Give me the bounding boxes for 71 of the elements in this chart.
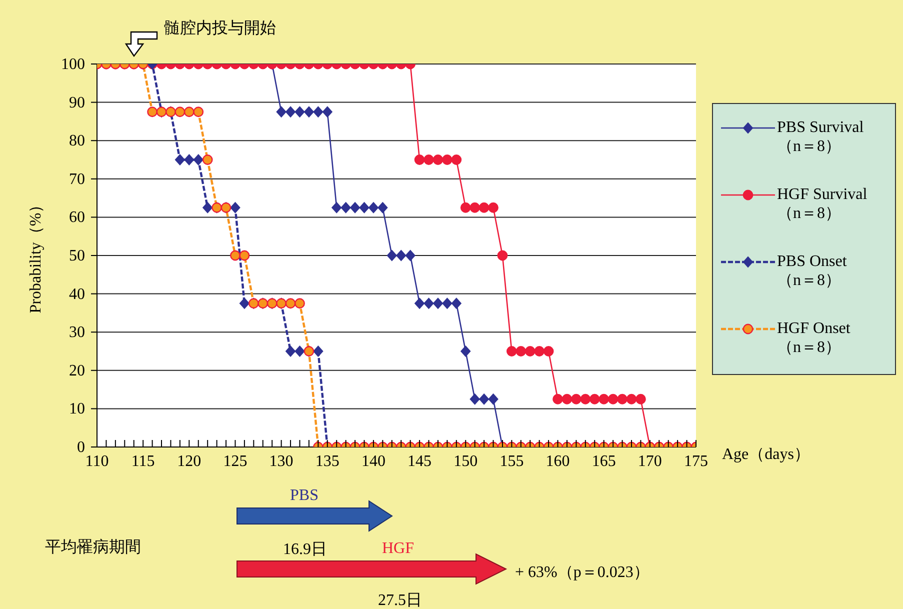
legend-label: HGF Onset （n＝8） [777,319,850,357]
point [286,346,296,357]
point [276,106,286,118]
x-tick-label: 165 [592,453,616,470]
x-tick-label: 110 [85,453,109,470]
x-tick-label: 120 [177,453,202,470]
point [230,202,240,214]
point [340,202,351,214]
point [460,346,471,357]
y-tick-label: 40 [69,286,85,303]
y-tick-label: 100 [61,56,85,73]
y-axis-title: Probability（%） [26,196,46,314]
point [286,106,296,118]
point [332,202,342,214]
point [193,154,204,166]
point [414,298,425,309]
y-tick-label: 10 [69,400,85,418]
x-tick-label: 130 [269,453,294,470]
point [304,106,314,118]
point [294,106,305,118]
x-tick-label: 140 [361,453,386,470]
point [378,202,388,214]
x-axis-title: Age（days） [722,445,810,465]
x-tick-label: 160 [546,453,570,470]
legend-label: PBS Onset （n＝8） [777,252,847,290]
point [239,298,250,309]
text: 27.5日 [378,591,422,609]
x-tick-label: 150 [454,453,478,470]
point [202,202,213,214]
x-tick-label: 145 [408,453,432,470]
x-tick-label: 125 [223,453,248,470]
point [184,154,194,166]
point [442,298,452,309]
legend-label: HGF Survival （n＝8） [777,185,868,223]
point [294,346,305,357]
point [350,202,360,214]
y-tick-label: 0 [77,439,85,456]
y-tick-label: 30 [69,324,85,342]
text: 平均罹病期間 [45,538,141,558]
point [359,202,370,214]
legend-label: PBS Survival （n＝8） [777,118,864,156]
point [386,250,397,261]
x-tick-label: 115 [131,453,155,470]
point [396,250,406,261]
point [479,394,490,405]
annotation: 髄腔内投与開始 [164,18,276,39]
point [313,106,324,118]
point [451,298,462,309]
x-tick-label: 155 [500,453,524,470]
point [488,394,498,405]
point [174,154,185,166]
y-tick-label: 70 [69,170,85,188]
text: HGF [382,540,414,558]
point [432,298,443,309]
text: 16.9日 [283,540,327,560]
point [424,298,434,309]
y-tick-label: 80 [69,132,85,150]
x-tick-label: 170 [638,453,662,470]
point [405,250,416,261]
y-tick-label: 20 [69,362,85,380]
text: + 63%（p＝0.023） [515,563,650,583]
x-tick-label: 135 [315,453,340,470]
point [322,106,332,118]
point [313,346,324,357]
y-tick-label: 90 [69,94,85,112]
point [470,394,480,405]
x-tick-label: 175 [684,453,708,470]
text: PBS [290,487,318,505]
y-tick-label: 50 [69,248,85,264]
point [368,202,378,214]
y-tick-label: 60 [69,209,85,226]
